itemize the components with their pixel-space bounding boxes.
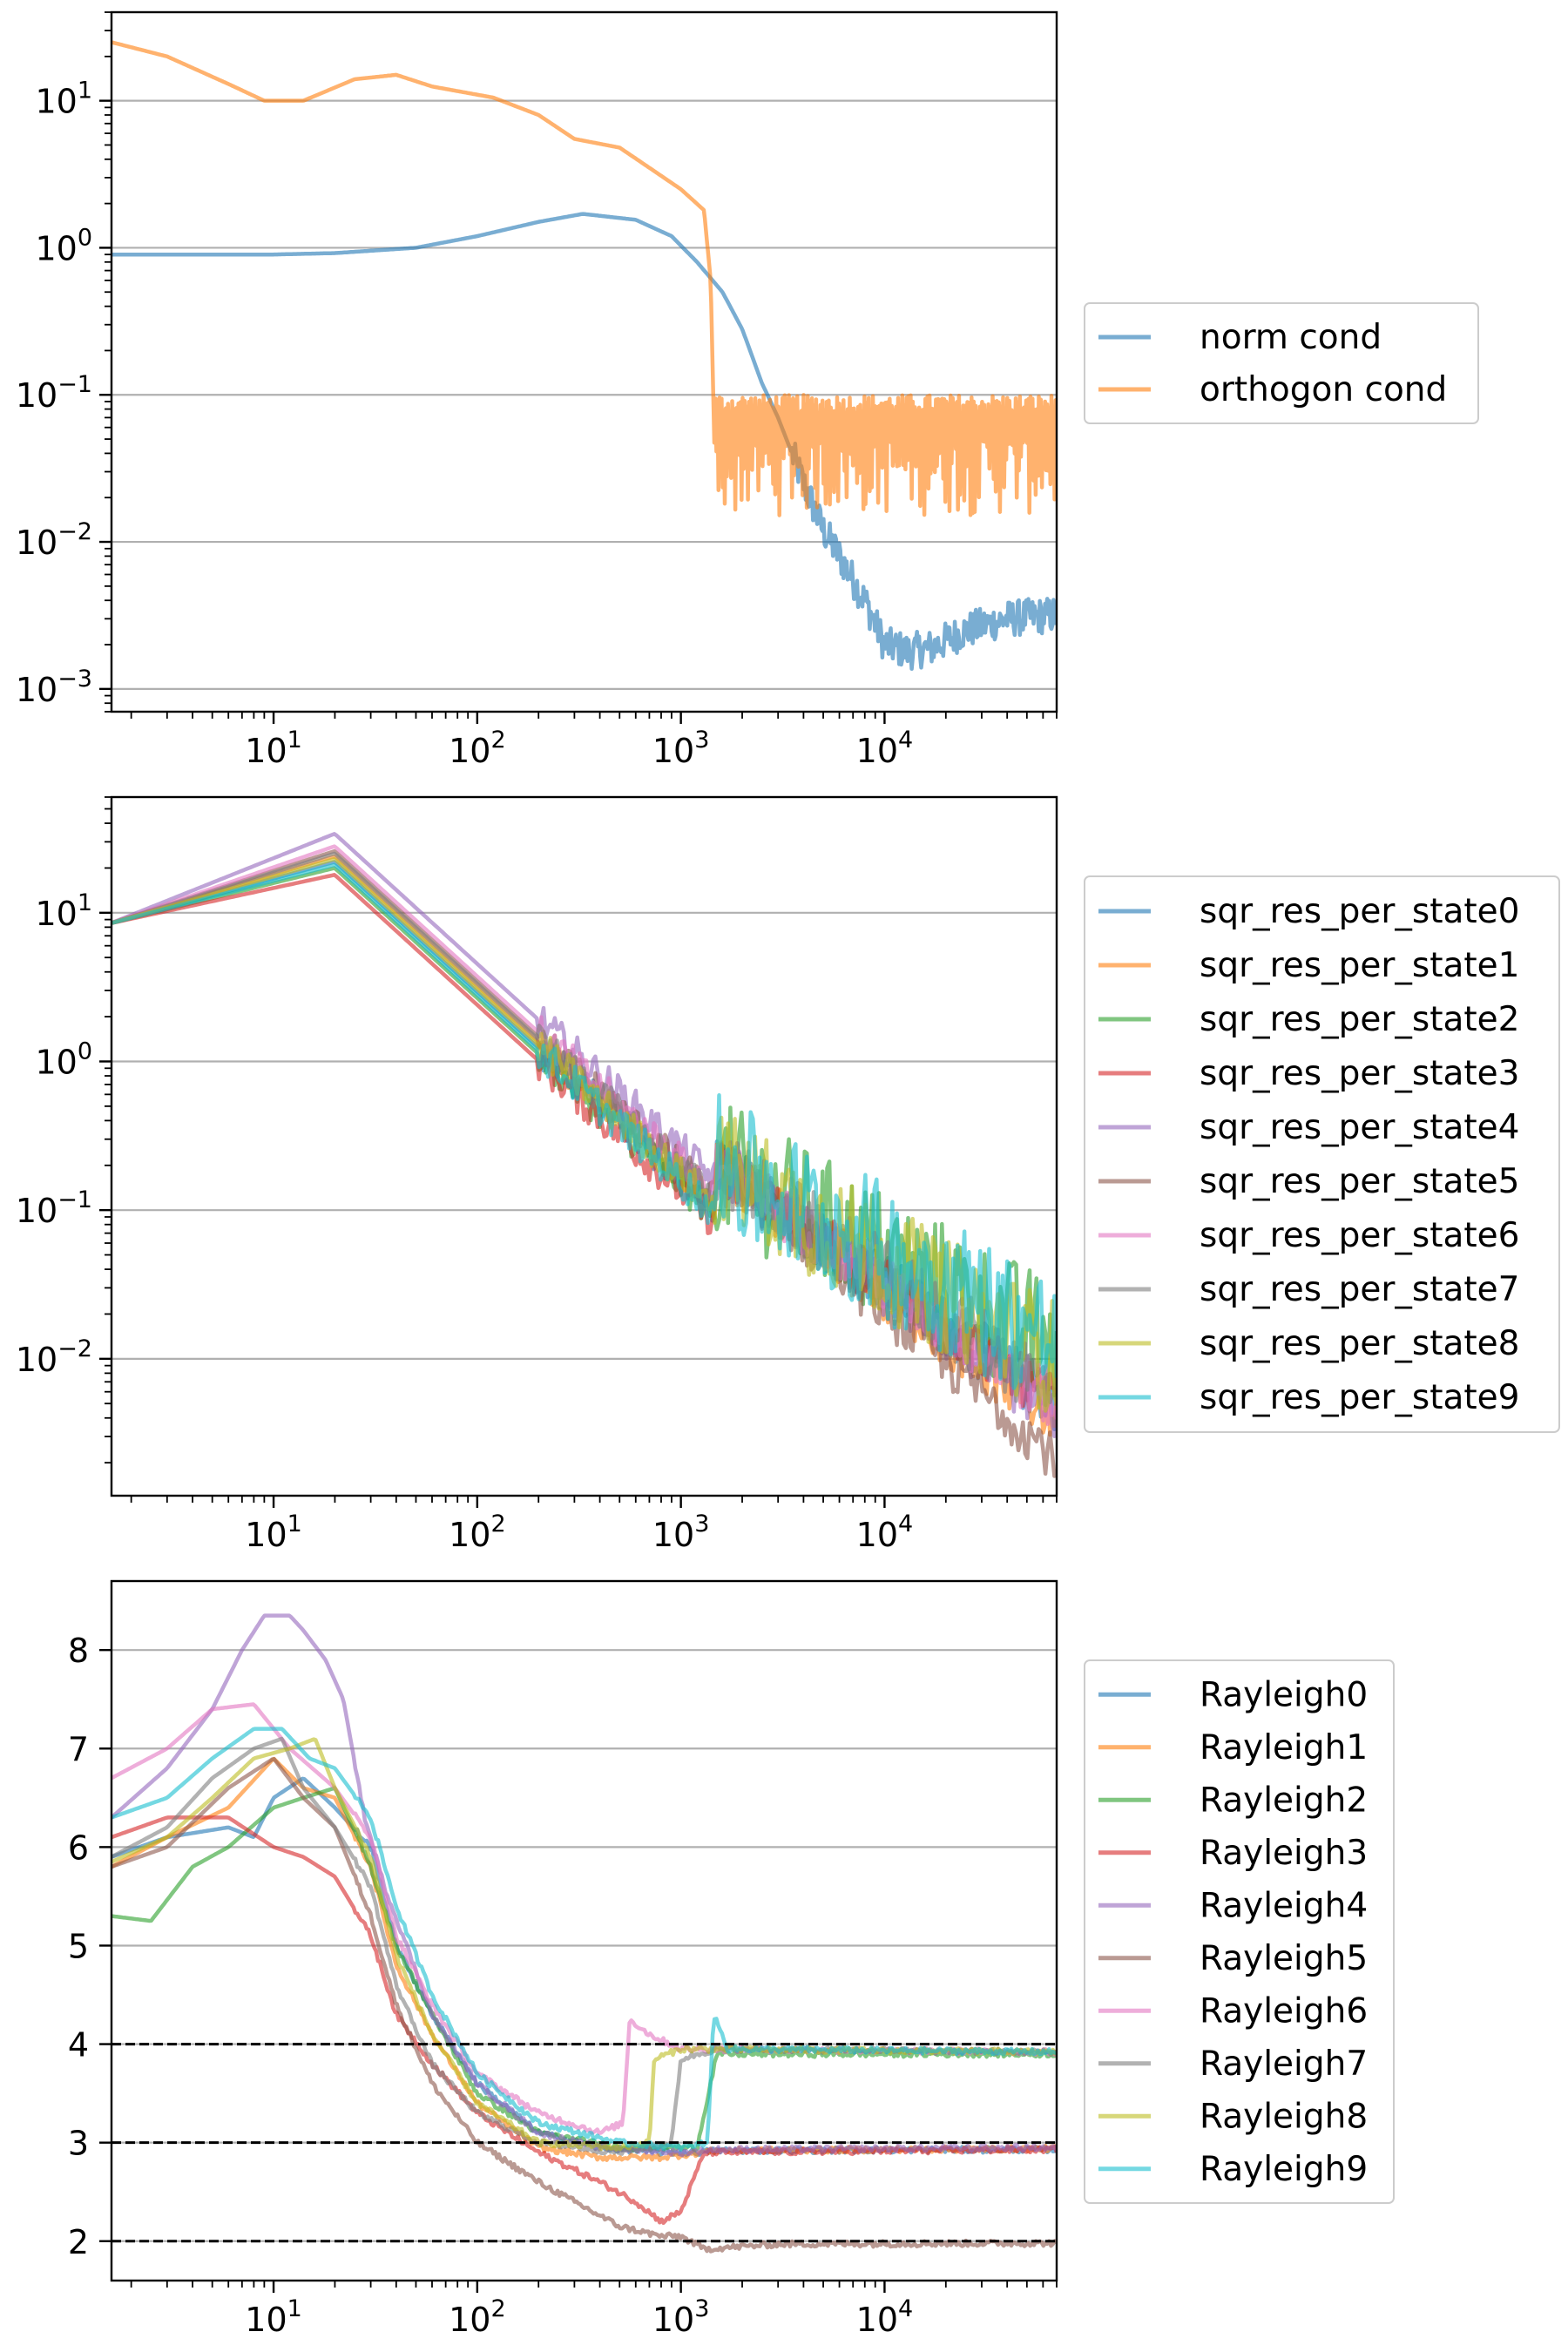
y-tick-label: 10−2 bbox=[16, 518, 92, 562]
legend-label: sqr_res_per_state5 bbox=[1200, 1162, 1520, 1201]
plot-area bbox=[112, 832, 1057, 1478]
y-tick-label: 100 bbox=[35, 224, 92, 267]
legend-label: Rayleigh0 bbox=[1200, 1675, 1368, 1714]
legend-label: Rayleigh6 bbox=[1200, 1991, 1368, 2031]
y-tick-label: 100 bbox=[35, 1037, 92, 1081]
y-tick-label: 101 bbox=[35, 889, 92, 933]
y-tick-label: 10−1 bbox=[16, 371, 92, 415]
y-tick-label: 4 bbox=[68, 2026, 89, 2065]
series-line-5 bbox=[112, 848, 1057, 1478]
y-tick-label: 7 bbox=[68, 1730, 89, 1768]
x-tick-label: 103 bbox=[652, 1511, 710, 1554]
series-line-0 bbox=[112, 212, 1057, 672]
legend-label: Rayleigh1 bbox=[1200, 1728, 1368, 1767]
x-tick-label: 101 bbox=[245, 727, 302, 770]
series-line-1 bbox=[112, 1756, 1057, 2163]
x-tick-label: 103 bbox=[652, 727, 710, 770]
x-tick-label: 102 bbox=[449, 1511, 506, 1554]
y-tick-label: 2 bbox=[68, 2223, 89, 2261]
legend-label: sqr_res_per_state6 bbox=[1200, 1216, 1520, 1255]
chart-panel-2: 101 102 103 104 10−2 10−1 100 101 sqr_res_per_st… bbox=[16, 795, 1560, 1554]
series-line-8 bbox=[112, 856, 1057, 1413]
x-tick-label: 104 bbox=[856, 727, 914, 770]
series-line-3 bbox=[112, 1815, 1057, 2226]
legend-label: sqr_res_per_state8 bbox=[1200, 1324, 1520, 1363]
y-tick-label: 5 bbox=[68, 1927, 89, 1965]
series-line-9 bbox=[112, 862, 1057, 1390]
legend-label: Rayleigh8 bbox=[1200, 2097, 1368, 2136]
legend-label: sqr_res_per_state3 bbox=[1200, 1054, 1520, 1093]
legend-label: sqr_res_per_state9 bbox=[1200, 1378, 1520, 1417]
y-tick-label: 8 bbox=[68, 1632, 89, 1670]
legend-label: norm cond bbox=[1200, 318, 1382, 357]
legend-box bbox=[1084, 302, 1479, 424]
series-line-1 bbox=[112, 40, 1057, 517]
y-tick-label: 3 bbox=[68, 2125, 89, 2163]
legend-label: orthogon cond bbox=[1200, 370, 1447, 409]
legend-label: Rayleigh2 bbox=[1200, 1781, 1368, 1820]
legend-label: sqr_res_per_state7 bbox=[1200, 1270, 1520, 1309]
y-tick-label: 10−1 bbox=[16, 1186, 92, 1230]
x-tick-label: 103 bbox=[652, 2295, 710, 2339]
x-tick-label: 104 bbox=[856, 1511, 914, 1554]
series-line-5 bbox=[112, 1757, 1057, 2254]
legend-label: Rayleigh5 bbox=[1200, 1939, 1368, 1978]
series-line-8 bbox=[112, 1737, 1057, 2152]
series-line-4 bbox=[112, 1613, 1057, 2158]
legend-box bbox=[1084, 875, 1560, 1433]
series-line-1 bbox=[112, 854, 1057, 1437]
chart-panel-3: 101 102 103 104 2 3 4 5 6 7 8 Rayleigh0 Rayleigh1 Ray… bbox=[68, 1579, 1395, 2339]
legend-label: sqr_res_per_state4 bbox=[1200, 1108, 1520, 1147]
axes-frame bbox=[110, 1579, 1058, 2282]
axes-frame bbox=[110, 795, 1058, 1497]
x-tick-label: 102 bbox=[449, 727, 506, 770]
x-tick-label: 102 bbox=[449, 2295, 506, 2339]
legend-label: sqr_res_per_state0 bbox=[1200, 892, 1520, 931]
legend-label: sqr_res_per_state1 bbox=[1200, 946, 1520, 985]
legend-label: Rayleigh9 bbox=[1200, 2150, 1368, 2189]
y-tick-label: 10−3 bbox=[16, 666, 92, 709]
y-tick-label: 10−2 bbox=[16, 1335, 92, 1379]
legend-label: sqr_res_per_state2 bbox=[1200, 1000, 1520, 1039]
plot-area bbox=[112, 40, 1057, 672]
legend-label: Rayleigh4 bbox=[1200, 1886, 1368, 1925]
y-tick-label: 6 bbox=[68, 1828, 89, 1867]
legend-label: Rayleigh3 bbox=[1200, 1834, 1368, 1873]
x-tick-label: 104 bbox=[856, 2295, 914, 2339]
chart-panel-1: 101 102 103 104 10−3 10−2 10−1 100 101 norm cond o… bbox=[16, 10, 1479, 770]
x-tick-label: 101 bbox=[245, 2295, 302, 2339]
legend-box bbox=[1084, 1659, 1395, 2204]
y-tick-label: 101 bbox=[35, 78, 92, 121]
series-line-6 bbox=[112, 1702, 1057, 2136]
series-line-9 bbox=[112, 1727, 1057, 2153]
legend-label: Rayleigh7 bbox=[1200, 2044, 1368, 2084]
series-line-2 bbox=[112, 1786, 1057, 2153]
x-tick-label: 101 bbox=[245, 1511, 302, 1554]
axes-frame bbox=[110, 10, 1058, 713]
plot-area bbox=[112, 1613, 1057, 2254]
